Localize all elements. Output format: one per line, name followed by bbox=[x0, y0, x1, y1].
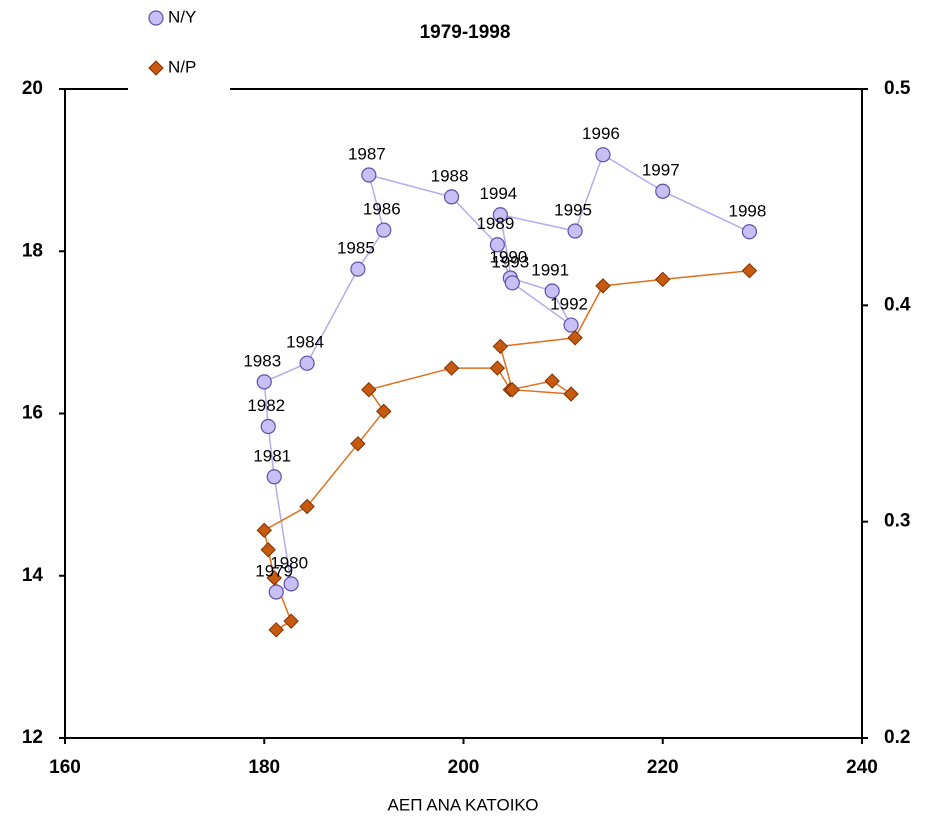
series-line bbox=[263, 269, 750, 631]
point bbox=[268, 622, 284, 638]
point-label: 1998 bbox=[729, 201, 767, 220]
point bbox=[260, 418, 276, 435]
point bbox=[504, 275, 520, 291]
legend-label: N/Y bbox=[168, 7, 196, 26]
point bbox=[741, 224, 758, 240]
point bbox=[283, 576, 299, 592]
point-label: 1995 bbox=[554, 200, 592, 219]
point-label: 1989 bbox=[476, 214, 514, 233]
point bbox=[655, 183, 671, 199]
point bbox=[350, 261, 366, 277]
x-axis-label: ΑΕΠ ΑΝΑ ΚΑΤΟΙΚΟ bbox=[388, 795, 539, 814]
point-label: 1983 bbox=[243, 351, 281, 370]
point bbox=[361, 167, 377, 183]
point-label: 1979 bbox=[255, 561, 293, 580]
point-label: 1996 bbox=[582, 124, 620, 143]
point bbox=[504, 381, 521, 398]
point bbox=[544, 283, 560, 299]
point bbox=[256, 522, 272, 539]
point bbox=[492, 207, 508, 223]
point-label: 1988 bbox=[431, 166, 469, 185]
point-label: 1997 bbox=[642, 161, 680, 180]
point bbox=[595, 147, 611, 163]
point-label: 1991 bbox=[531, 260, 569, 279]
point bbox=[443, 189, 460, 205]
point bbox=[299, 498, 315, 515]
y2-tick-label: 0.4 bbox=[884, 294, 911, 315]
point bbox=[268, 584, 284, 600]
point bbox=[260, 542, 276, 558]
point bbox=[376, 403, 392, 420]
point-label: 1982 bbox=[247, 396, 285, 415]
point bbox=[544, 373, 560, 389]
point bbox=[266, 570, 282, 586]
point bbox=[443, 360, 460, 376]
y-tick-label: 18 bbox=[22, 240, 43, 261]
y2-tick-label: 0.5 bbox=[884, 78, 911, 99]
x-tick-label: 220 bbox=[647, 757, 679, 778]
plot-frame bbox=[64, 88, 863, 739]
point bbox=[350, 436, 366, 452]
point bbox=[595, 278, 611, 294]
point bbox=[492, 338, 509, 355]
y-tick-label: 20 bbox=[22, 78, 43, 99]
point bbox=[361, 381, 377, 398]
point-label: 1986 bbox=[363, 200, 401, 219]
point-label: 1987 bbox=[348, 144, 386, 163]
point bbox=[563, 386, 579, 402]
point-label: 1990 bbox=[489, 248, 527, 267]
x-tick-label: 180 bbox=[248, 757, 280, 778]
point bbox=[567, 330, 583, 346]
legend-marker bbox=[148, 60, 164, 76]
point bbox=[256, 374, 272, 390]
legend-box bbox=[128, 0, 230, 94]
y2-tick-label: 0.2 bbox=[884, 727, 910, 748]
point-label: 1980 bbox=[270, 553, 308, 572]
point bbox=[283, 613, 299, 629]
chart-title: 1979-1998 bbox=[420, 22, 511, 43]
point bbox=[299, 355, 315, 371]
y-tick-label: 16 bbox=[22, 403, 43, 424]
point bbox=[266, 469, 282, 485]
point-label: 1994 bbox=[479, 184, 517, 203]
point bbox=[655, 271, 671, 288]
y2-tick-label: 0.3 bbox=[884, 511, 910, 532]
x-tick-label: 240 bbox=[846, 757, 878, 778]
point bbox=[563, 317, 579, 333]
point-label: 1993 bbox=[491, 252, 529, 271]
point bbox=[489, 360, 506, 376]
point-label: 1992 bbox=[550, 295, 588, 314]
legend-marker bbox=[148, 10, 164, 26]
y-tick-label: 12 bbox=[22, 727, 43, 748]
point-label: 1984 bbox=[286, 333, 324, 352]
point-label: 1981 bbox=[253, 446, 291, 465]
point-label: 1985 bbox=[337, 239, 375, 258]
x-tick-label: 160 bbox=[49, 757, 81, 778]
legend-label: N/P bbox=[168, 57, 196, 76]
x-tick-label: 200 bbox=[448, 757, 480, 778]
point bbox=[567, 223, 583, 239]
point bbox=[489, 237, 505, 253]
y-tick-label: 14 bbox=[22, 565, 44, 586]
point bbox=[376, 222, 392, 238]
point bbox=[741, 263, 758, 279]
